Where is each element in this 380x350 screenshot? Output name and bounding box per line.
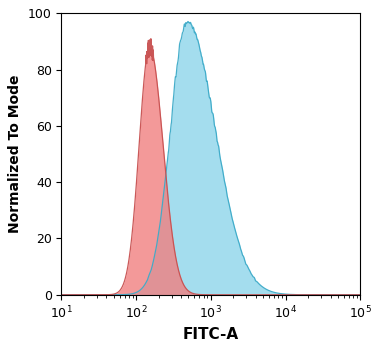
- X-axis label: FITC-A: FITC-A: [183, 327, 239, 342]
- Y-axis label: Normalized To Mode: Normalized To Mode: [8, 75, 22, 233]
